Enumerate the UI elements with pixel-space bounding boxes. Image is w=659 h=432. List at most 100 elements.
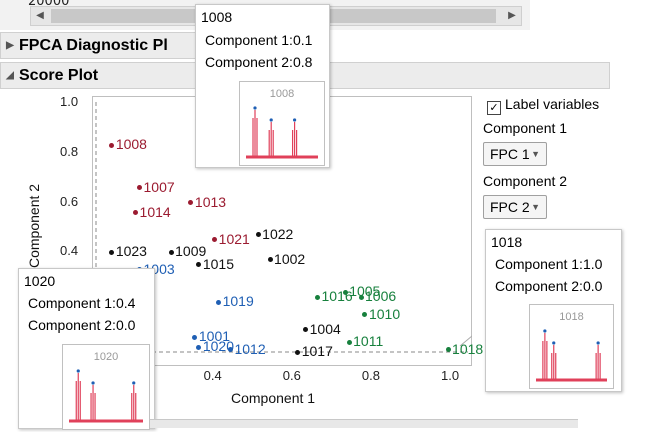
tooltip-component1: Component 1:1.0 <box>495 256 603 272</box>
thumbnail-title: 1008 <box>269 88 295 100</box>
thumbnail-marker <box>269 118 273 122</box>
label-variables-checkbox[interactable]: ✓ <box>487 101 501 115</box>
thumbnail-marker <box>253 106 257 110</box>
tooltip-component1: Component 1:0.1 <box>205 32 313 48</box>
y-axis-title: Component 2 <box>26 183 42 268</box>
tooltip-component2: Component 2:0.8 <box>205 54 313 70</box>
thumbnail-marker <box>596 341 600 345</box>
score-point-1016[interactable] <box>315 294 320 300</box>
x-axis-title: Component 1 <box>231 390 316 406</box>
point-label: 1015 <box>202 255 234 272</box>
label-variables-text: Label variables <box>505 96 600 112</box>
tooltip-component2: Component 2:0.0 <box>28 317 136 333</box>
score-point-1013[interactable] <box>188 200 194 206</box>
tooltip-component2: Component 2:0.0 <box>495 278 603 294</box>
point-label: 1009 <box>175 243 207 260</box>
point-label: 1017 <box>301 343 333 359</box>
point-label: 1005 <box>349 283 381 300</box>
point-label: 1011 <box>353 333 384 350</box>
tooltip-thumbnail-plot: 1020 <box>62 344 150 430</box>
fpca-diagnostic-outline[interactable]: ▶ FPCA Diagnostic Pl <box>0 32 230 59</box>
y-tick-label: 0.8 <box>60 143 79 159</box>
tooltip-thumbnail-plot: 1008 <box>239 81 325 166</box>
score-point-1015[interactable] <box>196 262 202 268</box>
thumbnail-marker <box>132 381 136 385</box>
point-label: 1004 <box>309 320 341 337</box>
component1-select[interactable]: FPC 1 ▼ <box>483 142 547 166</box>
thumbnail-marker <box>552 341 556 345</box>
thumbnail-marker <box>91 381 95 385</box>
point-label: 1013 <box>194 193 227 210</box>
score-point-1017[interactable] <box>295 349 301 355</box>
point-label: 1019 <box>222 293 254 310</box>
disclosure-expanded-icon[interactable]: ◢ <box>6 70 14 81</box>
tooltip-component1: Component 1:0.4 <box>28 295 136 311</box>
score-point-1004[interactable] <box>303 327 309 333</box>
score-point-1008[interactable] <box>109 142 115 148</box>
point-label: 1006 <box>365 288 397 305</box>
label-variables-row[interactable]: ✓ Label variables <box>487 96 599 115</box>
x-tick-label: 0.6 <box>282 368 301 383</box>
thumbnail-curves <box>246 106 318 159</box>
component2-label: Component 2 <box>483 173 568 189</box>
tooltip-1008: 1008 Component 1:0.1 Component 2:0.8 100… <box>195 4 330 168</box>
point-label: 1012 <box>234 340 266 357</box>
point-label: 1016 <box>321 288 353 305</box>
tooltip-id: 1008 <box>201 9 233 25</box>
chevron-down-icon: ▼ <box>531 149 540 159</box>
score-point-1019[interactable] <box>216 299 222 305</box>
bottom-panel-edge <box>150 419 578 428</box>
score-point-1022[interactable] <box>255 232 261 238</box>
point-label: 1021 <box>218 230 250 247</box>
fpca-diagnostic-title: FPCA Diagnostic Pl <box>19 36 168 54</box>
y-tick-label: 0.4 <box>60 243 79 259</box>
score-point-1010[interactable] <box>362 312 368 318</box>
point-label: 1008 <box>115 136 147 153</box>
thumbnail-marker <box>543 329 547 333</box>
x-tick-label: 0.4 <box>203 368 222 383</box>
thumbnail-curves <box>69 369 143 423</box>
score-point-1011[interactable] <box>346 339 352 345</box>
tooltip-1018: 1018 Component 1:1.0 Component 2:0.0 101… <box>485 229 622 392</box>
component2-value: FPC 2 <box>490 199 530 215</box>
score-point-1018[interactable] <box>445 347 451 352</box>
score-point-1014[interactable] <box>133 210 139 216</box>
point-label: 1014 <box>139 203 171 220</box>
thumbnail-title: 1018 <box>559 311 584 323</box>
x-tick-label: 0.8 <box>361 368 380 383</box>
thumbnail-curves <box>536 329 607 382</box>
component2-select[interactable]: FPC 2 ▼ <box>483 195 547 219</box>
point-label: 1007 <box>143 178 175 195</box>
x-tick-label: 1.0 <box>441 368 460 383</box>
score-point-1021[interactable] <box>212 237 218 243</box>
tooltip-id: 1020 <box>24 273 56 289</box>
point-label: 1022 <box>262 225 294 242</box>
point-label: 1002 <box>274 250 306 267</box>
score-point-1012[interactable] <box>227 347 233 352</box>
point-label: 1001 <box>198 328 231 345</box>
component1-value: FPC 1 <box>490 146 530 162</box>
tooltip-1020: 1020 Component 1:0.4 Component 2:0.0 102… <box>18 268 155 430</box>
thumbnail-marker <box>76 369 80 373</box>
clipped-tick-label: 20000 <box>28 0 70 9</box>
score-point-1007[interactable] <box>137 185 142 191</box>
y-tick-label: 0.6 <box>60 193 79 209</box>
score-point-1023[interactable] <box>109 249 115 255</box>
scroll-left-icon[interactable]: ◀ <box>36 10 44 21</box>
point-label: 1018 <box>452 340 484 357</box>
score-point-1005[interactable] <box>342 289 348 295</box>
score-point-1020[interactable] <box>196 344 202 350</box>
score-point-1006[interactable] <box>358 294 364 300</box>
score-point-1002[interactable] <box>267 257 273 263</box>
component1-label: Component 1 <box>483 120 568 136</box>
thumbnail-marker <box>293 118 297 122</box>
disclosure-collapsed-icon[interactable]: ▶ <box>6 40 14 51</box>
score-plot-title: Score Plot <box>19 66 99 84</box>
point-label: 1023 <box>115 243 147 260</box>
score-point-1001[interactable] <box>192 334 198 340</box>
point-label: 1020 <box>202 338 234 355</box>
scroll-right-icon[interactable]: ▶ <box>508 10 516 21</box>
score-point-1009[interactable] <box>168 249 174 255</box>
y-tick-label: 1.0 <box>60 94 79 109</box>
tooltip-thumbnail-plot: 1018 <box>529 304 614 389</box>
